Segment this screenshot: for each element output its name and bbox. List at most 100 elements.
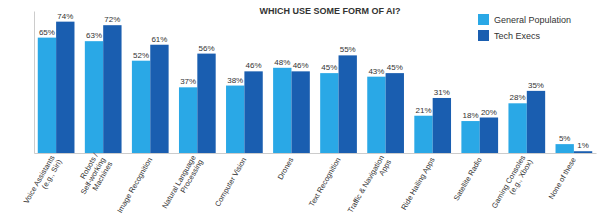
bar xyxy=(103,25,121,153)
x-tick-label-line: Text Recognition xyxy=(307,156,343,209)
x-tick-label: Drones xyxy=(276,156,296,182)
data-label: 46% xyxy=(246,61,262,70)
x-tick: Traffic & NavigationApps xyxy=(346,153,394,219)
data-label: 56% xyxy=(198,44,214,53)
bar xyxy=(556,144,574,153)
data-label: 31% xyxy=(434,88,450,97)
data-label: 55% xyxy=(340,45,356,54)
x-tick-label-line: Machines xyxy=(90,160,114,193)
x-tick-label-line: Satellite Radio xyxy=(452,156,484,202)
legend-label: General Population xyxy=(494,15,571,25)
bar xyxy=(339,55,357,153)
x-tick-label: Satellite Radio xyxy=(452,156,484,202)
x-tick-label: Text Recognition xyxy=(307,156,343,209)
bar xyxy=(38,38,56,153)
x-tick-label-line: Apps xyxy=(377,158,393,178)
x-tick-label: Traffic & NavigationApps xyxy=(346,154,394,219)
bar xyxy=(179,87,197,153)
data-label: 1% xyxy=(577,141,589,150)
data-labels: 65%63%52%37%38%48%45%43%21%18%28%5%74%72… xyxy=(39,12,589,151)
bar xyxy=(461,121,479,153)
bar xyxy=(56,22,74,153)
data-label: 21% xyxy=(415,106,431,115)
legend-entry: General Population xyxy=(478,14,571,25)
bar xyxy=(197,54,215,153)
data-label: 61% xyxy=(151,35,167,44)
legend-label: Tech Execs xyxy=(494,31,541,41)
data-label: 74% xyxy=(57,12,73,21)
bar xyxy=(85,41,103,153)
bar xyxy=(386,73,404,153)
x-tick: Satellite Radio xyxy=(452,153,484,202)
data-label: 35% xyxy=(528,81,544,90)
x-tick: Natural LanguageProcessing xyxy=(160,153,205,214)
data-label: 65% xyxy=(39,28,55,37)
x-tick: Image Recognition xyxy=(115,153,154,214)
data-label: 45% xyxy=(387,63,403,72)
data-label: 18% xyxy=(463,111,479,120)
series-bars xyxy=(56,22,592,153)
x-tick-label: Voice Assistants(e.g., Siri) xyxy=(22,153,64,209)
y-axis-line xyxy=(34,12,35,154)
data-label: 38% xyxy=(227,76,243,85)
data-label: 20% xyxy=(481,108,497,117)
x-axis-line xyxy=(35,153,597,154)
title: WHICH USE SOME FORM OF AI? xyxy=(259,6,400,16)
x-tick-label-line: (e.g., Xbox) xyxy=(507,157,534,196)
x-tick-label: Gaming Consoles(e.g., Xbox) xyxy=(490,153,535,214)
legend-swatch xyxy=(478,30,489,41)
x-tick: Text Recognition xyxy=(307,153,343,208)
data-label: 37% xyxy=(180,77,196,86)
data-label: 63% xyxy=(86,31,102,40)
x-tick-label-line: Ride Hailing Apps xyxy=(399,156,437,212)
x-tick-label-line: Drones xyxy=(276,156,296,182)
bars xyxy=(38,22,592,153)
data-label: 28% xyxy=(510,93,526,102)
bar xyxy=(433,98,451,153)
bar xyxy=(527,91,545,153)
x-tick-label: Ride Hailing Apps xyxy=(399,156,437,212)
x-tick: Drones xyxy=(276,153,296,181)
data-label: 52% xyxy=(133,51,149,60)
bar xyxy=(244,71,262,153)
x-tick-label-line: Computer Vision xyxy=(213,156,248,208)
data-label: 46% xyxy=(293,61,309,70)
x-tick: Voice Assistants(e.g., Siri) xyxy=(22,153,64,209)
x-tick: Robots /Self-workingMachines xyxy=(72,151,115,200)
x-tick: Gaming Consoles(e.g., Xbox) xyxy=(490,153,535,214)
x-tick-label: Computer Vision xyxy=(213,156,248,208)
x-tick-label-line: Processing xyxy=(179,158,205,195)
x-tick-label: Robots /Self-workingMachines xyxy=(72,151,115,200)
data-label: 43% xyxy=(368,67,384,76)
x-tick-label: Image Recognition xyxy=(115,156,154,215)
legend-swatch xyxy=(478,14,489,25)
y-axis xyxy=(34,12,35,154)
bar xyxy=(574,151,592,153)
bar xyxy=(508,103,526,153)
x-axis: Voice Assistants(e.g., Siri)Robots /Self… xyxy=(22,151,597,219)
data-label: 5% xyxy=(559,134,571,143)
bar xyxy=(367,77,385,153)
x-tick-label-line: Image Recognition xyxy=(115,156,154,215)
bar xyxy=(150,45,168,153)
data-label: 72% xyxy=(104,15,120,24)
x-tick: None of these xyxy=(547,153,578,201)
x-tick-label-line: (e.g., Siri) xyxy=(40,157,64,190)
bar xyxy=(291,71,309,153)
data-label: 45% xyxy=(321,63,337,72)
bar xyxy=(273,68,291,153)
x-tick-label: None of these xyxy=(547,156,578,201)
legend-entry: Tech Execs xyxy=(478,30,541,41)
x-tick-label-line: None of these xyxy=(547,156,578,201)
x-tick: Ride Hailing Apps xyxy=(399,153,437,212)
x-tick: Computer Vision xyxy=(213,153,248,208)
legend: General Population Tech Execs xyxy=(478,14,571,41)
bar xyxy=(320,73,338,153)
chart: WHICH USE SOME FORM OF AI? 65% 63% 52% 37% 38… xyxy=(0,0,600,224)
x-tick-label: Natural LanguageProcessing xyxy=(160,154,205,214)
bar xyxy=(132,61,150,153)
bar xyxy=(480,118,498,154)
bar xyxy=(226,86,244,153)
x-tick-label-line: Traffic & Navigation xyxy=(346,154,386,215)
data-label: 48% xyxy=(274,58,290,67)
